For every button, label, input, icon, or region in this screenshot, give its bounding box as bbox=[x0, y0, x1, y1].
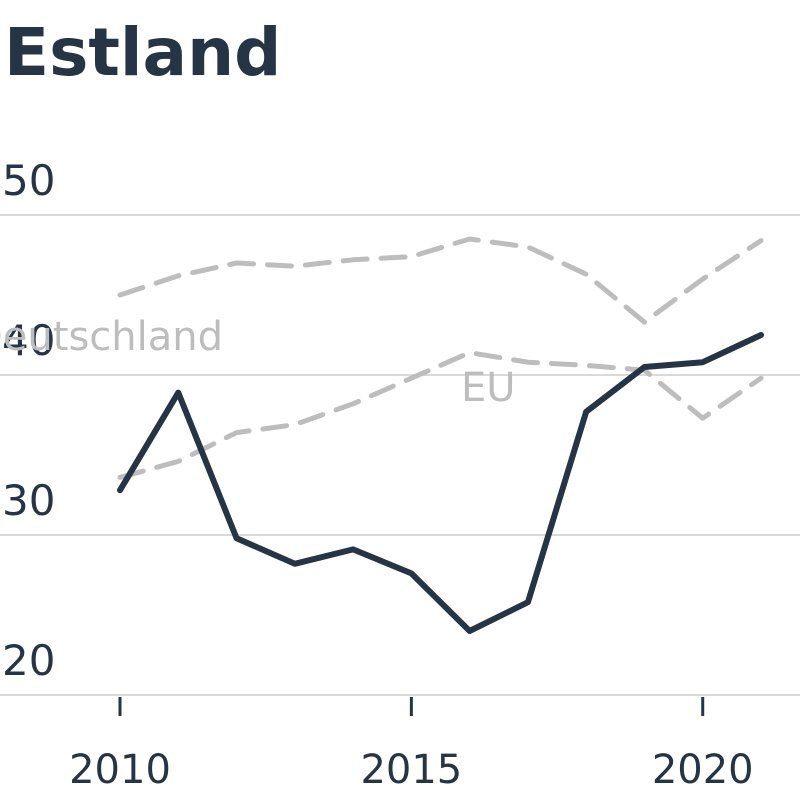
series-line-deutschland bbox=[117, 236, 764, 325]
y-tick-label: 30 bbox=[2, 476, 55, 525]
x-axis: 2010 2015 2020 bbox=[69, 697, 754, 793]
grid bbox=[0, 214, 800, 696]
series-group bbox=[117, 236, 764, 634]
y-tick-label: 50 bbox=[2, 156, 55, 205]
series-labels: Deutschland EU bbox=[0, 314, 516, 411]
series-label-deutschland: Deutschland bbox=[0, 314, 223, 360]
series-line-eu bbox=[117, 350, 764, 480]
y-tick-label: 40 bbox=[2, 316, 55, 365]
series-line-main bbox=[117, 332, 764, 634]
x-tick-label: 2015 bbox=[360, 747, 462, 793]
series-label-eu: EU bbox=[461, 365, 516, 411]
x-tick-label: 2010 bbox=[69, 747, 171, 793]
y-axis: 20 30 40 50 bbox=[2, 156, 55, 685]
y-tick-label: 20 bbox=[2, 636, 55, 685]
chart-title: Estland bbox=[4, 14, 281, 91]
x-tick-label: 2020 bbox=[652, 747, 754, 793]
